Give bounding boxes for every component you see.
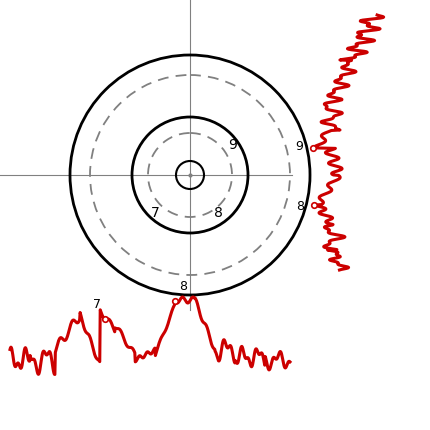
- Text: 7: 7: [93, 298, 101, 311]
- Text: 8: 8: [296, 200, 304, 214]
- Text: 8: 8: [179, 280, 187, 292]
- Text: 9: 9: [295, 139, 303, 153]
- Text: 7: 7: [150, 206, 160, 220]
- Text: 8: 8: [214, 206, 222, 220]
- Text: 9: 9: [228, 138, 237, 152]
